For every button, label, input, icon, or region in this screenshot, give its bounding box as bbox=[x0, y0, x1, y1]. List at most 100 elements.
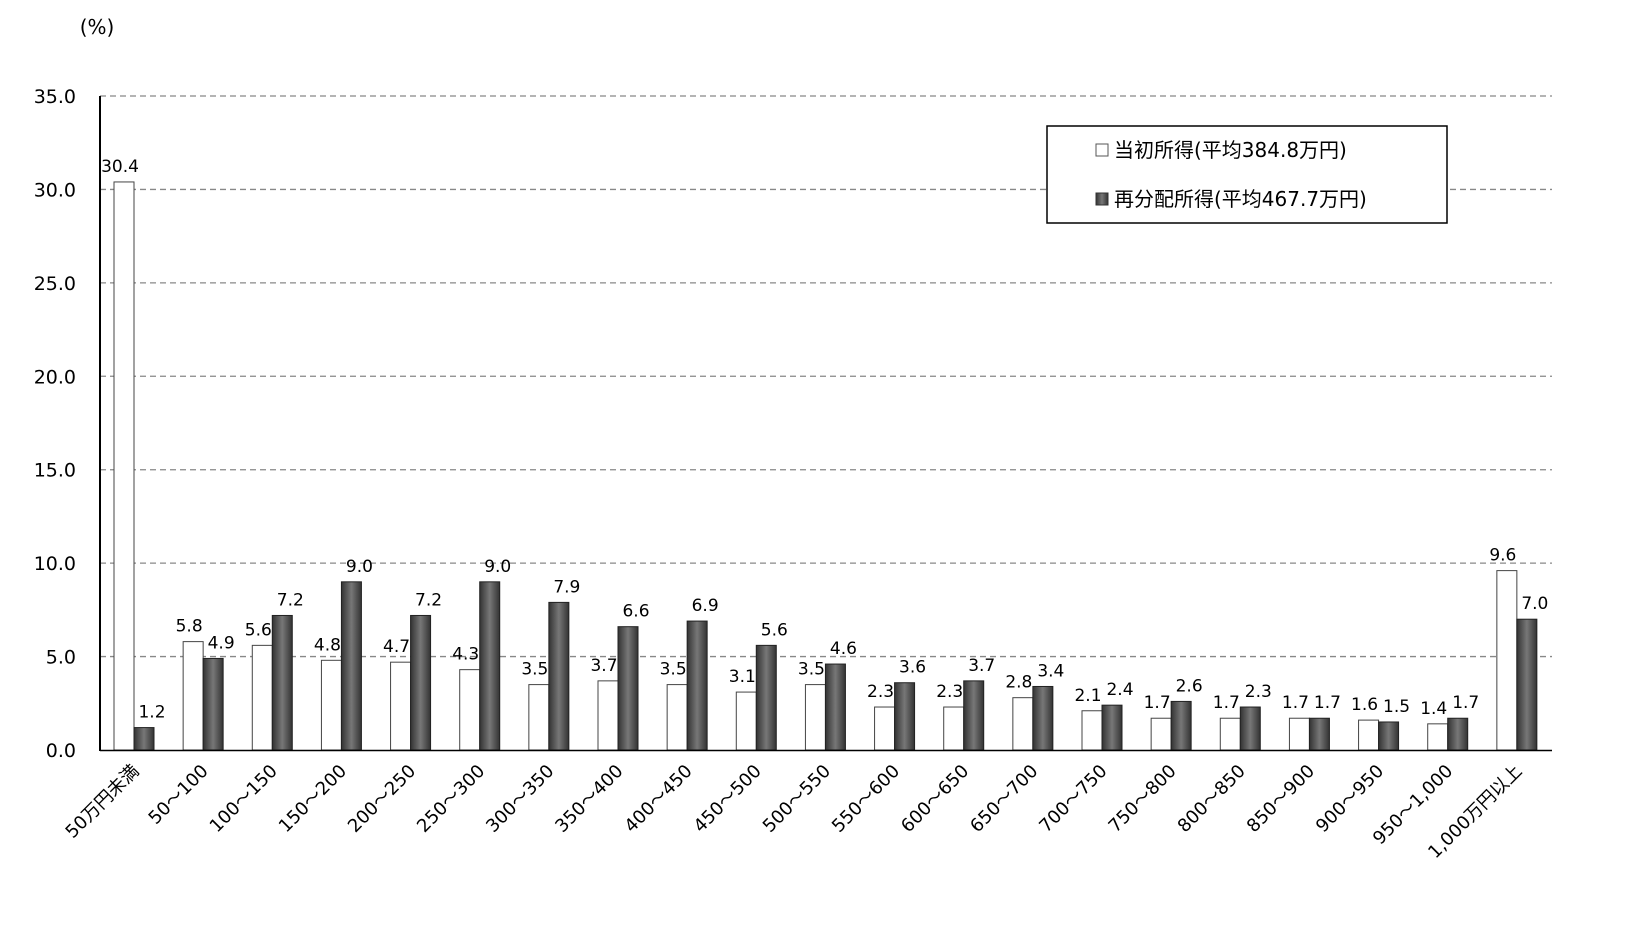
x-tick-label: 50万円未満 bbox=[62, 761, 144, 843]
data-label: 1.7 bbox=[1314, 693, 1341, 713]
data-label: 2.8 bbox=[1005, 673, 1032, 693]
x-tick-label: 750～800 bbox=[1105, 761, 1181, 837]
x-tick-label: 800～850 bbox=[1174, 761, 1250, 837]
data-label: 2.3 bbox=[1245, 682, 1272, 702]
data-label: 4.9 bbox=[208, 633, 235, 653]
data-label: 6.9 bbox=[692, 596, 719, 616]
bar-redistributed bbox=[1378, 721, 1400, 751]
data-label: 1.5 bbox=[1383, 697, 1410, 717]
bar-redistributed bbox=[894, 682, 916, 751]
data-label: 3.5 bbox=[521, 660, 548, 680]
x-tick-label: 850～900 bbox=[1243, 761, 1319, 837]
bar-initial bbox=[804, 684, 826, 751]
data-label: 5.8 bbox=[176, 617, 203, 637]
data-label: 5.6 bbox=[245, 620, 272, 640]
bar-redistributed bbox=[1170, 700, 1192, 751]
x-tick-label: 500～550 bbox=[759, 761, 835, 837]
data-label: 7.2 bbox=[415, 590, 442, 610]
data-label: 4.6 bbox=[830, 639, 857, 659]
data-label: 1.7 bbox=[1213, 693, 1240, 713]
y-tick-label: 0.0 bbox=[46, 740, 76, 762]
bar-redistributed bbox=[1308, 717, 1330, 751]
data-label: 4.7 bbox=[383, 637, 410, 657]
bar-initial bbox=[528, 684, 550, 751]
data-label: 3.1 bbox=[729, 667, 756, 687]
data-label: 6.6 bbox=[622, 602, 649, 622]
data-label: 4.3 bbox=[452, 645, 479, 665]
x-tick-label: 100～150 bbox=[206, 761, 282, 837]
bar-initial bbox=[597, 680, 619, 751]
bar-redistributed bbox=[548, 601, 570, 751]
data-label: 9.0 bbox=[484, 557, 511, 577]
x-tick-label: 250～300 bbox=[413, 761, 489, 837]
bar-redistributed bbox=[133, 727, 155, 751]
bar-initial bbox=[1081, 710, 1103, 751]
legend-swatch-redistributed bbox=[1095, 192, 1109, 206]
data-label: 3.4 bbox=[1037, 661, 1064, 681]
bar-redistributed bbox=[686, 620, 708, 751]
bar-redistributed bbox=[1447, 717, 1469, 751]
data-label: 7.2 bbox=[277, 590, 304, 610]
data-label: 1.7 bbox=[1282, 693, 1309, 713]
x-tick-label: 150～200 bbox=[275, 761, 351, 837]
y-tick-label: 15.0 bbox=[34, 460, 76, 482]
data-label: 1.2 bbox=[138, 703, 165, 723]
bar-redistributed bbox=[340, 581, 362, 751]
x-tick-label: 350～400 bbox=[551, 761, 627, 837]
data-label: 2.4 bbox=[1106, 680, 1133, 700]
legend-label-redistributed: 再分配所得(平均467.7万円) bbox=[1114, 187, 1367, 211]
bar-initial bbox=[874, 706, 896, 751]
x-tick-label: 300～350 bbox=[482, 761, 558, 837]
bar-initial bbox=[1288, 717, 1310, 751]
data-label: 5.6 bbox=[761, 620, 788, 640]
legend-label-initial: 当初所得(平均384.8万円) bbox=[1114, 138, 1347, 162]
data-label: 3.6 bbox=[899, 658, 926, 678]
data-label: 1.6 bbox=[1351, 695, 1378, 715]
data-label: 1.7 bbox=[1144, 693, 1171, 713]
bar-initial bbox=[182, 641, 204, 751]
bar-redistributed bbox=[1516, 618, 1538, 751]
legend-swatch-initial bbox=[1095, 143, 1109, 157]
bar-initial bbox=[320, 659, 342, 751]
data-label: 1.7 bbox=[1452, 693, 1479, 713]
bar-initial bbox=[1496, 570, 1518, 751]
bar-initial bbox=[251, 644, 273, 751]
bar-initial bbox=[1427, 723, 1449, 751]
x-tick-label: 600～650 bbox=[897, 761, 973, 837]
data-label: 2.1 bbox=[1074, 686, 1101, 706]
x-tick-label: 200～250 bbox=[344, 761, 420, 837]
bar-redistributed bbox=[1239, 706, 1261, 751]
data-label: 7.9 bbox=[553, 577, 580, 597]
data-label: 3.7 bbox=[968, 656, 995, 676]
data-label: 3.5 bbox=[798, 660, 825, 680]
legend-box bbox=[1046, 125, 1448, 224]
bar-redistributed bbox=[824, 663, 846, 751]
data-label: 2.3 bbox=[867, 682, 894, 702]
data-label: 9.6 bbox=[1489, 546, 1516, 566]
y-tick-label: 30.0 bbox=[34, 179, 76, 201]
x-tick-label: 650～700 bbox=[966, 761, 1042, 837]
data-label: 3.7 bbox=[590, 656, 617, 676]
y-tick-label: 20.0 bbox=[34, 366, 76, 388]
y-unit-label: (%) bbox=[80, 15, 115, 39]
data-label: 4.8 bbox=[314, 635, 341, 655]
bar-initial bbox=[459, 669, 481, 751]
bar-initial bbox=[1358, 719, 1380, 751]
x-tick-label: 550～600 bbox=[828, 761, 904, 837]
bar-redistributed bbox=[617, 626, 639, 751]
bar-redistributed bbox=[479, 581, 501, 751]
x-tick-label: 450～500 bbox=[690, 761, 766, 837]
bar-redistributed bbox=[202, 657, 224, 751]
bar-initial bbox=[1150, 717, 1172, 751]
bar-redistributed bbox=[1101, 704, 1123, 751]
data-label: 2.3 bbox=[936, 682, 963, 702]
x-tick-label: 400～450 bbox=[621, 761, 697, 837]
y-tick-label: 35.0 bbox=[34, 86, 76, 108]
data-label: 7.0 bbox=[1521, 594, 1548, 614]
bar-redistributed bbox=[1032, 685, 1054, 751]
bar-redistributed bbox=[410, 614, 432, 751]
y-tick-label: 5.0 bbox=[46, 647, 76, 669]
y-tick-label: 25.0 bbox=[34, 273, 76, 295]
bar-initial bbox=[666, 684, 688, 751]
